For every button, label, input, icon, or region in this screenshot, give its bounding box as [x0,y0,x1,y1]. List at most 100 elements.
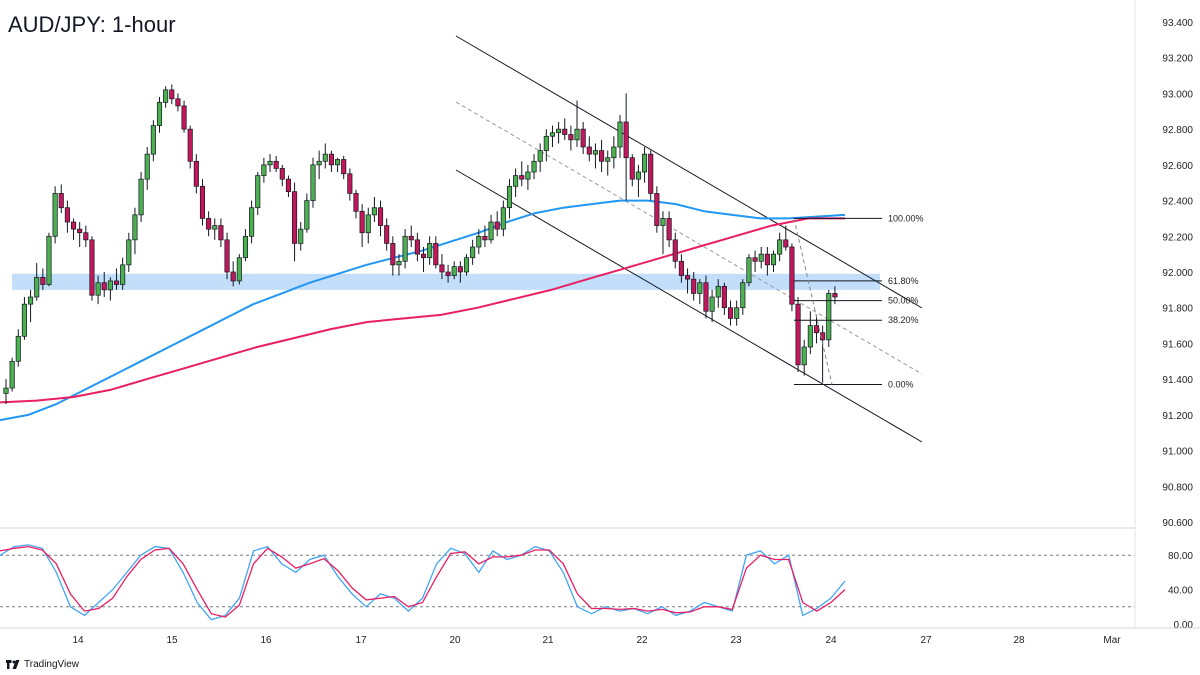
bullish-candle [316,150,322,180]
time-axis: 14 15 16 17 20 21 22 23 24 27 28 Mar [72,635,1121,646]
price-tick-label: 91.200 [1162,411,1193,422]
bearish-candle [273,155,279,172]
bearish-candle [181,100,187,133]
bearish-candle [648,150,654,201]
candle-body [531,160,537,173]
candle-body [181,105,187,130]
bullish-candle [770,250,777,272]
candle-body [451,266,457,276]
bullish-candle [642,147,648,183]
price-tick-label: 92.600 [1162,161,1193,172]
candle-body [592,150,598,155]
bearish-candle [206,211,212,237]
bullish-candle [556,122,562,144]
candle-body [285,178,291,192]
price-tick-label: 91.000 [1162,447,1193,458]
moving-average-line [0,199,846,422]
bearish-candle [433,236,439,269]
bearish-candle [408,225,414,247]
price-tick-label: 92.400 [1162,197,1193,208]
bearish-candle [813,314,820,344]
candle-body [795,303,801,366]
candle-body [727,307,734,319]
fib-trend-line [793,218,833,385]
bullish-candle [777,232,783,262]
bullish-candle [476,229,482,255]
candle-body [807,325,813,348]
bearish-candle [384,218,390,251]
candle-body [230,271,236,282]
bearish-candle [353,189,359,219]
bearish-candle [187,125,193,169]
candle-body [826,293,832,341]
price-tick-label: 93.400 [1162,18,1193,29]
candle-body [605,157,611,162]
candle-body [156,102,163,126]
candle-body [832,293,838,298]
chart-title: AUD/JPY: 1-hour [8,12,176,37]
bearish-candle [666,211,672,247]
candle-body [242,235,249,259]
price-tick-label: 90.800 [1162,482,1193,493]
time-tick-label: 21 [542,635,554,646]
candle-body [15,335,21,362]
bullish-candle [371,197,377,222]
candle-body [304,200,310,230]
bullish-candle [427,236,433,265]
candles [3,84,838,405]
candle-body [64,207,70,223]
bullish-candle [236,254,242,285]
bearish-candle [175,93,181,112]
bearish-candle [832,286,838,305]
candle-body [408,235,414,241]
fib-level-label: 50.00% [888,296,919,306]
bullish-candle [531,154,537,180]
fibonacci-retracement: 100.00% 61.80% 50.00% 38.20% 0.00% [793,213,924,390]
candle-body [568,134,574,141]
bearish-candle [420,247,427,272]
bullish-candle [304,193,310,233]
time-tick-label: 15 [166,635,178,646]
candle-body [457,266,463,273]
bearish-candle [169,84,175,105]
bearish-candle [89,236,95,301]
tradingview-logo[interactable]: TradingView [6,659,79,670]
candle-body [752,257,758,262]
bearish-candle [279,164,285,187]
time-tick-label: 20 [449,635,461,646]
candle-body [556,128,562,134]
bullish-candle [335,157,341,172]
candle-body [684,275,691,280]
candle-body [279,168,285,180]
bullish-candle [249,200,255,244]
candle-body [206,218,212,230]
candle-body [89,239,95,296]
candle-body [384,225,390,244]
bearish-candle [101,272,107,297]
bullish-candle [463,254,470,276]
bullish-candle [402,229,408,269]
candle-body [715,285,721,298]
brand-text: TradingView [24,659,80,670]
bearish-candle [230,261,236,287]
time-tick-label: 24 [825,635,837,646]
bearish-candle [445,264,451,283]
candle-body [599,150,605,162]
bearish-candle [199,179,206,226]
bearish-candle [83,225,89,247]
candle-body [83,232,89,241]
bullish-candle [801,339,807,376]
candle-body [328,153,334,166]
bullish-candle [605,150,611,176]
bullish-candle [310,157,316,208]
candle-body [783,239,789,248]
bearish-candle [390,236,396,276]
bullish-candle [261,157,267,183]
candle-body [163,89,169,103]
bearish-candle [678,254,684,283]
candle-body [537,150,543,162]
candle-body [316,160,322,166]
bullish-candle [3,379,9,405]
price-tick-label: 91.400 [1162,375,1193,386]
